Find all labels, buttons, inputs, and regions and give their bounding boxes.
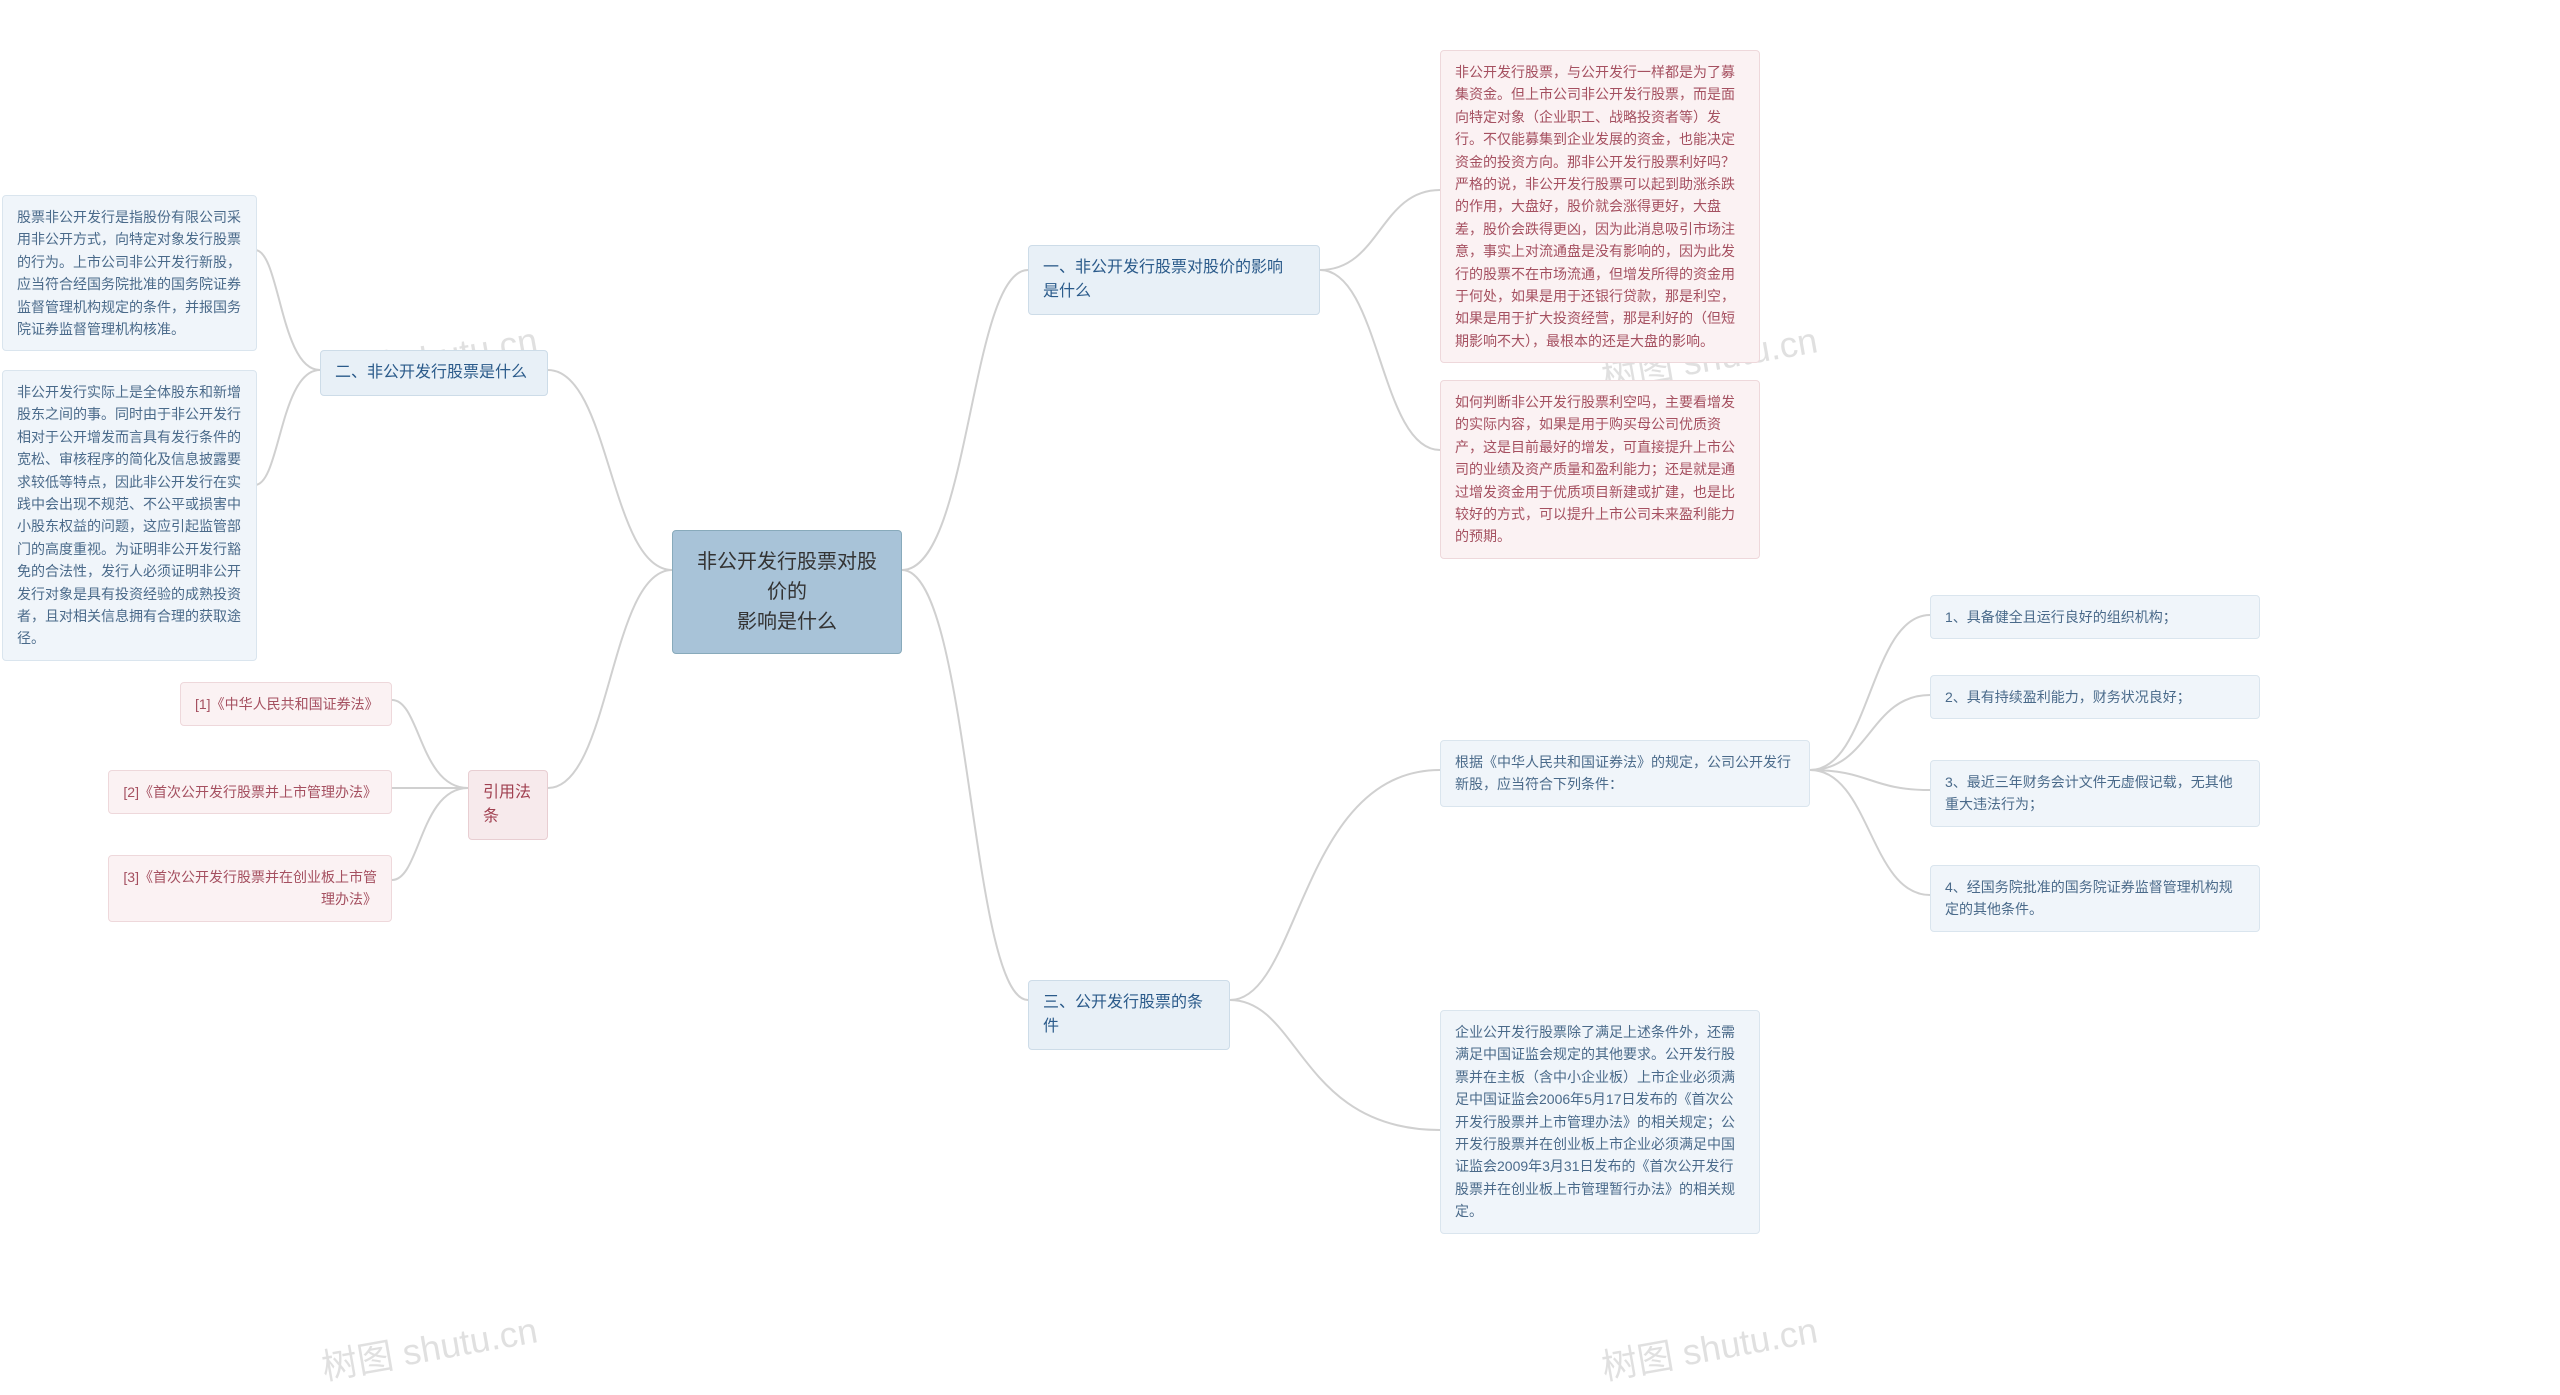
branch-3-sub-leaf-3: 3、最近三年财务会计文件无虚假记载，无其他重大违法行为； (1930, 760, 2260, 827)
center-node[interactable]: 非公开发行股票对股价的 影响是什么 (672, 530, 902, 654)
branch-1[interactable]: 一、非公开发行股票对股价的影响 是什么 (1028, 245, 1320, 315)
branch-2-leaf-1: 股票非公开发行是指股份有限公司采用非公开方式，向特定对象发行股票的行为。上市公司… (2, 195, 257, 351)
branch-3[interactable]: 三、公开发行股票的条件 (1028, 980, 1230, 1050)
branch-3-sub-leaf-4: 4、经国务院批准的国务院证券监督管理机构规定的其他条件。 (1930, 865, 2260, 932)
branch-law[interactable]: 引用法条 (468, 770, 548, 840)
branch-3-leaf-2: 企业公开发行股票除了满足上述条件外，还需满足中国证监会规定的其他要求。公开发行股… (1440, 1010, 1760, 1234)
branch-3-sub-leaf-2: 2、具有持续盈利能力，财务状况良好； (1930, 675, 2260, 719)
branch-2-leaf-2: 非公开发行实际上是全体股东和新增股东之间的事。同时由于非公开发行相对于公开增发而… (2, 370, 257, 661)
branch-3-sub: 根据《中华人民共和国证券法》的规定，公司公开发行新股，应当符合下列条件： (1440, 740, 1810, 807)
branch-3-sub-leaf-1: 1、具备健全且运行良好的组织机构； (1930, 595, 2260, 639)
branch-1-leaf-1: 非公开发行股票，与公开发行一样都是为了募集资金。但上市公司非公开发行股票，而是面… (1440, 50, 1760, 363)
law-leaf-1: [1]《中华人民共和国证券法》 (180, 682, 392, 726)
watermark: 树图 shutu.cn (317, 1301, 541, 1390)
branch-1-leaf-2: 如何判断非公开发行股票利空吗，主要看增发的实际内容，如果是用于购买母公司优质资产… (1440, 380, 1760, 559)
watermark: 树图 shutu.cn (1597, 1301, 1821, 1390)
law-leaf-3: [3]《首次公开发行股票并在创业板上市管理办法》 (108, 855, 392, 922)
law-leaf-2: [2]《首次公开发行股票并上市管理办法》 (108, 770, 392, 814)
branch-2[interactable]: 二、非公开发行股票是什么 (320, 350, 548, 396)
